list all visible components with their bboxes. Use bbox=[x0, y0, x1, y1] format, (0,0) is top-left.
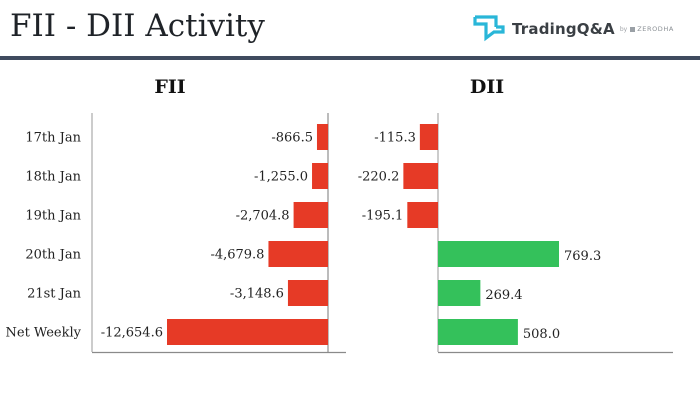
bar-dii bbox=[403, 163, 438, 189]
header-rule bbox=[0, 56, 700, 60]
panel-title-dii: DII bbox=[470, 76, 504, 98]
data-label-fii: -2,704.8 bbox=[236, 209, 290, 224]
data-label-dii: -220.2 bbox=[358, 170, 400, 185]
brand-logo: TradingQ&A by ZERODHA bbox=[472, 14, 674, 44]
panel-title-fii: FII bbox=[154, 76, 185, 98]
category-label: 17th Jan bbox=[25, 131, 81, 146]
bar-fii bbox=[293, 202, 328, 228]
brand-sub: ZERODHA bbox=[630, 25, 674, 33]
brand-by: by bbox=[619, 25, 628, 33]
bar-dii bbox=[407, 202, 438, 228]
data-label-dii: -115.3 bbox=[374, 131, 416, 146]
data-label-fii: -12,654.6 bbox=[101, 326, 163, 341]
category-label: 19th Jan bbox=[25, 209, 81, 224]
data-label-fii: -866.5 bbox=[271, 131, 313, 146]
data-label-fii: -1,255.0 bbox=[254, 170, 308, 185]
data-label-dii: 269.4 bbox=[485, 288, 522, 303]
brand-name: TradingQ&A bbox=[512, 20, 615, 38]
bar-dii bbox=[438, 319, 518, 345]
category-label: 21st Jan bbox=[27, 287, 82, 302]
bar-fii bbox=[268, 241, 328, 267]
bar-dii bbox=[438, 280, 481, 306]
bar-dii bbox=[438, 241, 559, 267]
zerodha-icon bbox=[630, 26, 636, 32]
data-label-dii: -195.1 bbox=[362, 209, 404, 224]
bar-fii bbox=[167, 319, 328, 345]
category-label: Net Weekly bbox=[6, 326, 82, 341]
data-label-fii: -4,679.8 bbox=[210, 248, 264, 263]
data-label-dii: 508.0 bbox=[523, 327, 560, 342]
tradingqa-logo-icon bbox=[473, 15, 505, 42]
brand-sub-label: ZERODHA bbox=[637, 25, 674, 33]
bar-dii bbox=[419, 124, 438, 150]
bar-fii bbox=[287, 280, 328, 306]
data-label-fii: -3,148.6 bbox=[230, 287, 284, 302]
category-label: 20th Jan bbox=[25, 248, 81, 263]
bar-fii bbox=[312, 163, 328, 189]
bar-fii bbox=[316, 124, 328, 150]
page-title: FII - DII Activity bbox=[10, 8, 265, 44]
category-label: 18th Jan bbox=[25, 170, 81, 185]
data-label-dii: 769.3 bbox=[564, 249, 601, 264]
